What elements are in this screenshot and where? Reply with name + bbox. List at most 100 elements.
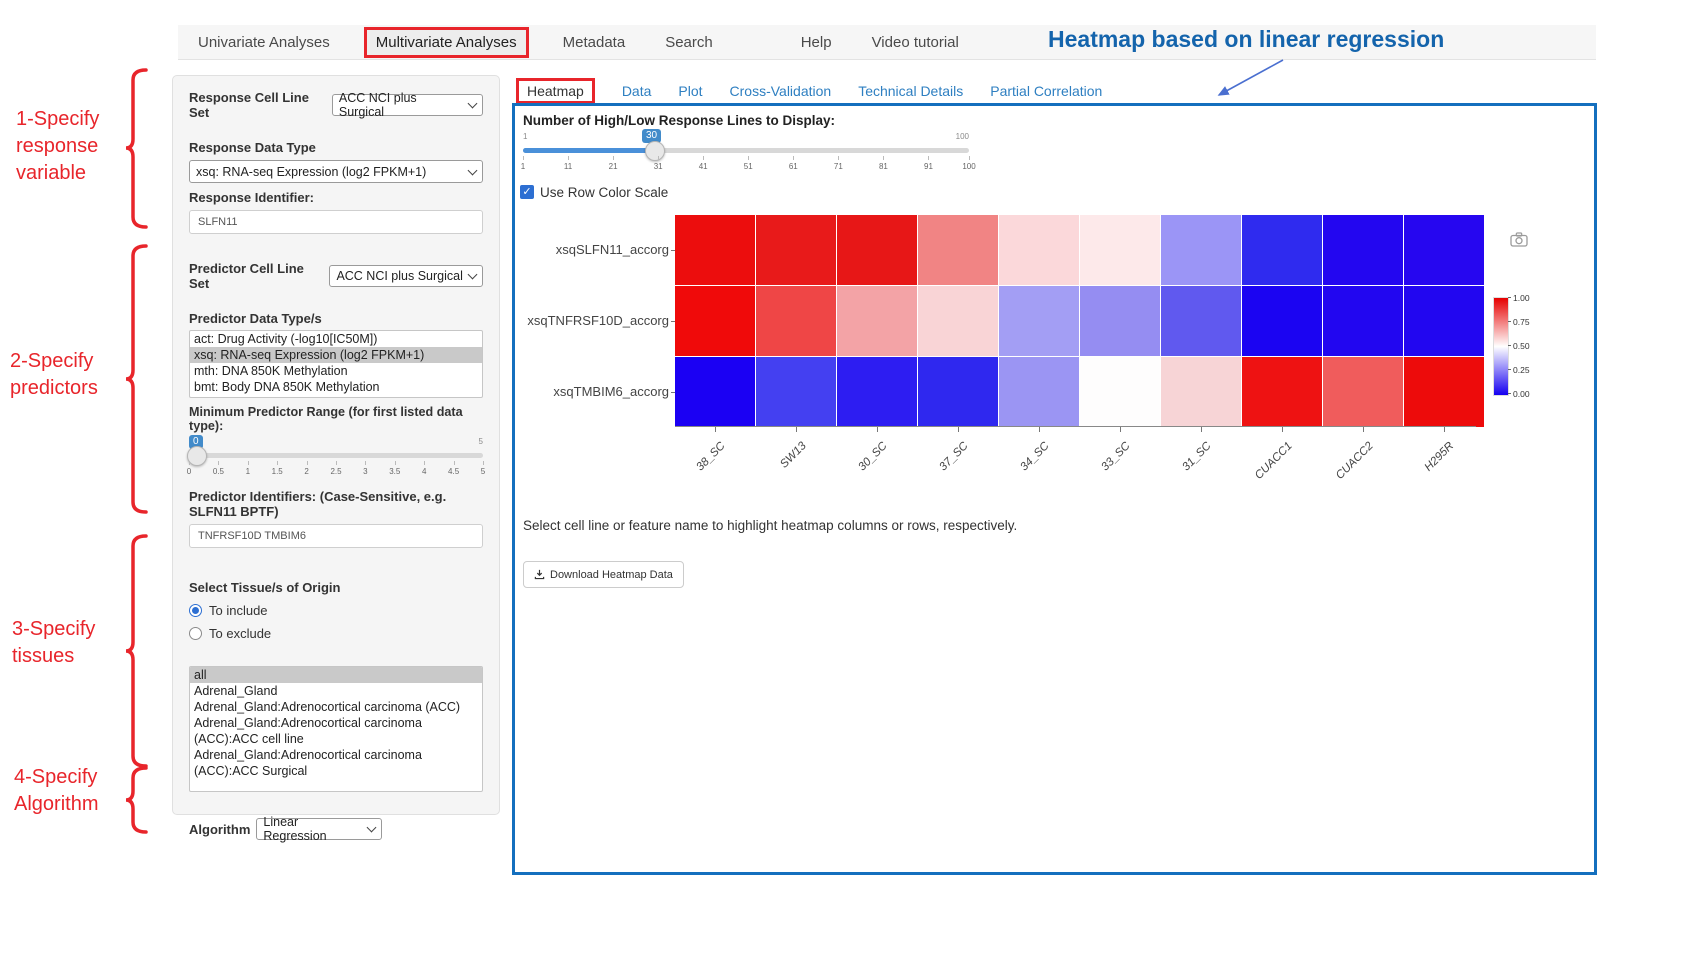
slider-tick-mark	[306, 461, 308, 465]
slider-tick-label: 21	[608, 162, 618, 171]
heatmap-cell-xsqTMBIM6_accorg-H295R[interactable]	[1404, 357, 1484, 427]
tab-plot[interactable]: Plot	[678, 83, 703, 99]
tissue-exclude-radio[interactable]: To exclude	[189, 626, 483, 641]
tab-data[interactable]: Data	[621, 83, 652, 99]
slider-tick-label: 81	[878, 162, 888, 171]
slider-tick-label: 4	[421, 467, 427, 476]
heatmap-cell-xsqTNFRSF10D_accorg-CUACC2[interactable]	[1323, 286, 1403, 356]
min-predictor-range-slider[interactable]: 0 5 0 0.5 1 1.5 2 2.5 3 3.5 4 4.5 5	[187, 435, 485, 481]
heatmap-cell-xsqTMBIM6_accorg-34_SC[interactable]	[999, 357, 1079, 427]
heatmap-col-tick	[877, 427, 878, 432]
annotation-step-4: 4-Specify Algorithm	[14, 764, 98, 818]
heatmap-cell-xsqTMBIM6_accorg-33_SC[interactable]	[1080, 357, 1160, 427]
slider-track[interactable]	[189, 453, 483, 458]
heatmap-row-label[interactable]: xsqTNFRSF10D_accorg	[527, 313, 669, 328]
response-identifier-input[interactable]	[189, 210, 483, 234]
heatmap-cell-xsqTMBIM6_accorg-CUACC1[interactable]	[1242, 357, 1322, 427]
top-nav: Univariate Analyses Multivariate Analyses…	[178, 25, 1596, 60]
heatmap-col-label[interactable]: H295R	[1422, 440, 1457, 474]
heatmap-cell-xsqTNFRSF10D_accorg-38_SC[interactable]	[675, 286, 755, 356]
tissue-option[interactable]: Adrenal_Gland	[194, 684, 278, 698]
heatmap-cell-xsqTNFRSF10D_accorg-30_SC[interactable]	[837, 286, 917, 356]
nav-item-help[interactable]: Help	[800, 33, 832, 51]
heatmap-cell-xsqSLFN11_accorg-33_SC[interactable]	[1080, 215, 1160, 285]
heatmap-col-label[interactable]: CUACC2	[1333, 440, 1376, 482]
heatmap-col-tick	[796, 427, 797, 432]
heatmap-cell-xsqSLFN11_accorg-37_SC[interactable]	[918, 215, 998, 285]
heatmap-cell-xsqTMBIM6_accorg-38_SC[interactable]	[675, 357, 755, 427]
tab-cross-validation[interactable]: Cross-Validation	[729, 83, 832, 99]
algorithm-select[interactable]: Linear Regression	[256, 815, 383, 843]
heatmap-cell-xsqTMBIM6_accorg-31_SC[interactable]	[1161, 357, 1241, 427]
lines-slider-label: Number of High/Low Response Lines to Dis…	[523, 113, 836, 128]
heatmap-row-label[interactable]: xsqTMBIM6_accorg	[553, 384, 669, 399]
tissue-option[interactable]: all	[190, 667, 482, 683]
response-cell-line-set-select[interactable]: ACC NCI plus Surgical	[331, 91, 483, 119]
heatmap-cell-xsqTNFRSF10D_accorg-H295R[interactable]	[1404, 286, 1484, 356]
nav-item-univariate-analyses[interactable]: Univariate Analyses	[198, 33, 330, 51]
slider-tick-mark	[277, 461, 279, 465]
slider-handle[interactable]	[187, 446, 207, 466]
heatmap-cell-xsqTNFRSF10D_accorg-31_SC[interactable]	[1161, 286, 1241, 356]
heatmap-cell-xsqTNFRSF10D_accorg-33_SC[interactable]	[1080, 286, 1160, 356]
heatmap-cell-xsqTMBIM6_accorg-CUACC2[interactable]	[1323, 357, 1403, 427]
predictor-data-type-option[interactable]: bmt: Body DNA 850K Methylation	[194, 380, 380, 394]
nav-item-video-tutorial[interactable]: Video tutorial	[871, 33, 959, 51]
heatmap-cell-xsqTMBIM6_accorg-SW13[interactable]	[756, 357, 836, 427]
tissue-option[interactable]: Adrenal_Gland:Adrenocortical carcinoma (…	[194, 748, 422, 778]
tab-technical-details[interactable]: Technical Details	[858, 83, 964, 99]
slider-value-badge: 30	[642, 129, 662, 143]
row-color-scale-checkbox[interactable]: ✓	[520, 185, 534, 199]
heatmap-cell-xsqSLFN11_accorg-38_SC[interactable]	[675, 215, 755, 285]
slider-handle[interactable]	[645, 141, 665, 161]
tissue-include-radio[interactable]: To include	[189, 603, 483, 618]
heatmap-cell-xsqTNFRSF10D_accorg-CUACC1[interactable]	[1242, 286, 1322, 356]
heatmap-cell-xsqSLFN11_accorg-H295R[interactable]	[1404, 215, 1484, 285]
heatmap-col-label[interactable]: 34_SC	[1018, 440, 1052, 474]
heatmap-cell-xsqSLFN11_accorg-30_SC[interactable]	[837, 215, 917, 285]
heatmap-cell-xsqTNFRSF10D_accorg-34_SC[interactable]	[999, 286, 1079, 356]
heatmap-cell-xsqSLFN11_accorg-CUACC1[interactable]	[1242, 215, 1322, 285]
heatmap-cell-xsqSLFN11_accorg-SW13[interactable]	[756, 215, 836, 285]
heatmap-row-label[interactable]: xsqSLFN11_accorg	[555, 242, 669, 257]
colorbar-tick-mark	[1508, 369, 1511, 370]
slider-tick-label: 3.5	[389, 467, 401, 476]
heatmap-cell-xsqSLFN11_accorg-34_SC[interactable]	[999, 215, 1079, 285]
download-heatmap-data-button[interactable]: Download Heatmap Data	[523, 561, 684, 588]
slider-tick-mark	[394, 461, 396, 465]
predictor-identifiers-label: Predictor Identifiers: (Case-Sensitive, …	[189, 489, 447, 519]
nav-item-metadata[interactable]: Metadata	[562, 33, 626, 51]
heatmap-col-label[interactable]: 30_SC	[856, 440, 890, 474]
heatmap-cell-xsqTNFRSF10D_accorg-37_SC[interactable]	[918, 286, 998, 356]
chevron-down-icon	[467, 98, 478, 109]
heatmap-cell-xsqTMBIM6_accorg-37_SC[interactable]	[918, 357, 998, 427]
predictor-data-type-option[interactable]: mth: DNA 850K Methylation	[194, 364, 348, 378]
heatmap-col-label[interactable]: 33_SC	[1099, 440, 1133, 474]
tissue-option[interactable]: Adrenal_Gland:Adrenocortical carcinoma (…	[194, 700, 461, 714]
heatmap-col-label[interactable]: 31_SC	[1180, 440, 1214, 474]
heatmap-cell-xsqTNFRSF10D_accorg-SW13[interactable]	[756, 286, 836, 356]
heatmap-col-label[interactable]: CUACC1	[1252, 440, 1295, 482]
nav-item-multivariate-analyses[interactable]: Multivariate Analyses	[363, 26, 529, 58]
tissue-option[interactable]: Adrenal_Gland:Adrenocortical carcinoma (…	[194, 716, 422, 746]
predictor-cell-line-set-select[interactable]: ACC NCI plus Surgical	[329, 265, 483, 287]
response-data-type-select[interactable]: xsq: RNA-seq Expression (log2 FPKM+1)	[189, 160, 483, 183]
heatmap-col-label[interactable]: 38_SC	[694, 440, 728, 474]
lines-slider[interactable]: 1 100 30 1 11 21 31 41 51 61 71 81 91 100	[521, 128, 976, 174]
heatmap-col-label[interactable]: 37_SC	[937, 440, 971, 474]
heatmap-col-tick	[715, 427, 716, 432]
heatmap-row-tick	[671, 392, 675, 393]
nav-item-search[interactable]: Search	[665, 33, 713, 51]
predictor-identifiers-input[interactable]	[189, 524, 483, 548]
tab-heatmap[interactable]: Heatmap	[516, 78, 595, 104]
predictor-data-type-option[interactable]: xsq: RNA-seq Expression (log2 FPKM+1)	[190, 347, 482, 363]
heatmap-col-tick	[1201, 427, 1202, 432]
predictor-data-type-option[interactable]: act: Drug Activity (-log10[IC50M])	[194, 332, 378, 346]
camera-icon[interactable]	[1510, 232, 1528, 247]
tab-partial-correlation[interactable]: Partial Correlation	[990, 83, 1103, 99]
heatmap-cell-xsqSLFN11_accorg-31_SC[interactable]	[1161, 215, 1241, 285]
heatmap-cell-xsqSLFN11_accorg-CUACC2[interactable]	[1323, 215, 1403, 285]
slider-track[interactable]	[523, 148, 969, 153]
heatmap-col-label[interactable]: SW13	[777, 440, 809, 471]
heatmap-cell-xsqTMBIM6_accorg-30_SC[interactable]	[837, 357, 917, 427]
